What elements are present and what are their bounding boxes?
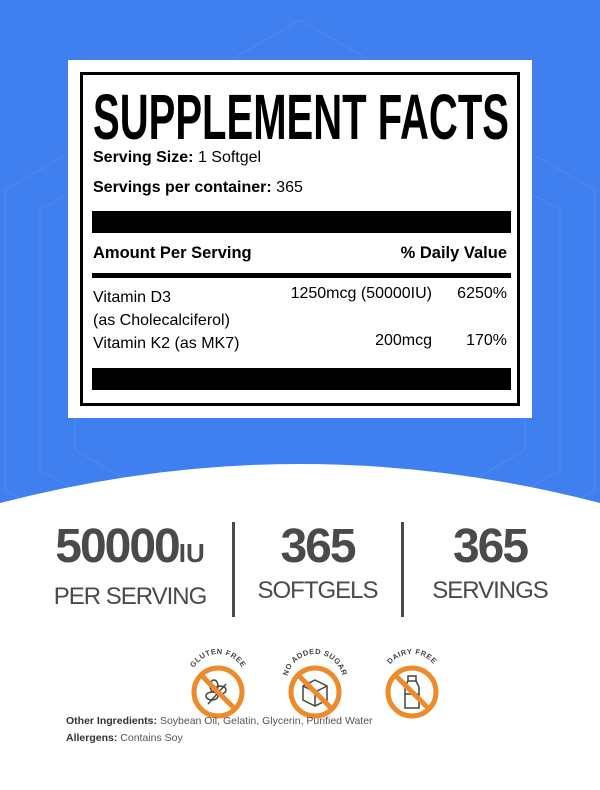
ingredients-label: Other Ingredients: <box>66 715 158 727</box>
stat-divider <box>401 522 404 617</box>
serving-size-label: Serving Size: <box>93 149 194 166</box>
stat-divider <box>232 522 235 617</box>
nutrient-name: Vitamin D3 <box>93 289 171 306</box>
stat-label: SOFTGELS <box>257 577 378 604</box>
svg-text:DAIRY FREE: DAIRY FREE <box>385 647 439 666</box>
nutrient-amount: 1250mcg (50000IU) <box>290 285 432 302</box>
nutrient-dv: 6250% <box>457 285 507 302</box>
header-amount: Amount Per Serving <box>93 244 252 262</box>
label-title: SUPPLEMENT FACTS <box>93 83 509 145</box>
stat-label: SERVINGS <box>432 577 549 604</box>
stat-per-serving: 50000IU PER SERVING <box>40 520 220 614</box>
stat-value: 365 <box>280 520 356 573</box>
no-added-sugar-badge: NO ADDED SUGAR <box>281 647 349 719</box>
divider-line <box>92 273 511 278</box>
stat-value: 365 <box>452 520 529 573</box>
ingredients-value: Soybean Oil, Gelatin, Glycerin, Purified… <box>159 715 373 727</box>
nutrient-name: Vitamin K2 (as MK7) <box>93 335 240 352</box>
supplement-facts-label: SUPPLEMENT FACTS Serving Size: 1 Softgel… <box>68 60 532 418</box>
divider-bar <box>92 211 511 233</box>
servings-label: Servings per container: <box>93 179 272 196</box>
header-daily-value: % Daily Value <box>400 244 507 262</box>
white-background-curve <box>0 464 600 790</box>
svg-text:SUPPLEMENT FACTS: SUPPLEMENT FACTS <box>93 83 509 145</box>
other-ingredients: Other Ingredients: Soybean Oil, Gelatin,… <box>66 715 373 727</box>
allergens-value: Contains Soy <box>120 732 183 744</box>
nutrient-sub: (as Cholecalciferol) <box>93 312 230 329</box>
serving-size-value: 1 Softgel <box>197 149 262 166</box>
allergens-label: Allergens: <box>66 732 118 744</box>
servings-per-container: Servings per container: 365 <box>93 179 303 197</box>
nutrient-amount: 200mcg <box>375 332 432 349</box>
servings-value: 365 <box>276 179 303 196</box>
stat-label: PER SERVING <box>53 583 208 610</box>
allergens: Allergens: Contains Soy <box>66 732 183 744</box>
stat-value: 50000IU <box>55 520 205 573</box>
stat-softgels: 365 SOFTGELS <box>235 520 400 608</box>
gluten-free-badge: GLUTEN FREE <box>188 647 248 719</box>
svg-text:NO ADDED SUGAR: NO ADDED SUGAR <box>281 647 349 677</box>
nutrient-dv: 170% <box>466 332 507 349</box>
serving-size: Serving Size: 1 Softgel <box>93 149 261 167</box>
dairy-free-badge: DAIRY FREE <box>385 647 439 719</box>
stat-servings: 365 SERVINGS <box>405 520 575 608</box>
divider-bar <box>92 368 511 390</box>
